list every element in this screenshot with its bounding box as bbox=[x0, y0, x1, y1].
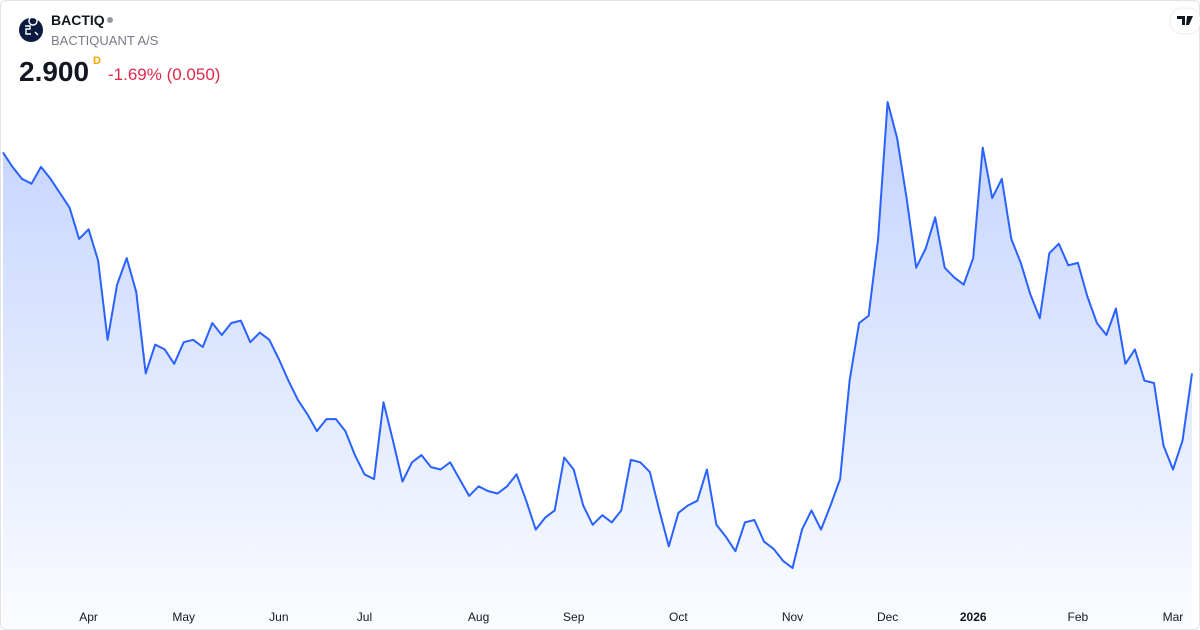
status-dot bbox=[107, 17, 113, 23]
interval: D bbox=[93, 55, 101, 67]
price-change: -1.69% (0.050) bbox=[108, 65, 221, 84]
x-tick-label: Aug bbox=[468, 610, 489, 624]
price: 2.900 bbox=[19, 56, 90, 87]
x-tick-label: Dec bbox=[877, 610, 898, 624]
x-tick-label: Mar bbox=[1163, 610, 1184, 624]
price-line bbox=[2, 101, 1193, 569]
x-tick-label: Oct bbox=[669, 610, 688, 624]
x-tick-label: 2026 bbox=[960, 610, 987, 624]
x-tick-label: Jul bbox=[357, 610, 372, 624]
area-fill bbox=[3, 102, 1192, 628]
x-tick-label: May bbox=[172, 610, 195, 624]
x-tick-label: Feb bbox=[1068, 610, 1089, 624]
symbol: BACTIQ bbox=[51, 12, 105, 28]
x-tick-label: Jun bbox=[269, 610, 288, 624]
x-tick-label: Sep bbox=[563, 610, 585, 624]
logo-mark bbox=[25, 16, 39, 36]
tv-logo bbox=[1177, 16, 1193, 25]
logo bbox=[19, 18, 43, 42]
company-name: BACTIQUANT A/S bbox=[51, 33, 159, 48]
x-tick-label: Apr bbox=[79, 610, 98, 624]
x-tick-label: Nov bbox=[782, 610, 803, 624]
